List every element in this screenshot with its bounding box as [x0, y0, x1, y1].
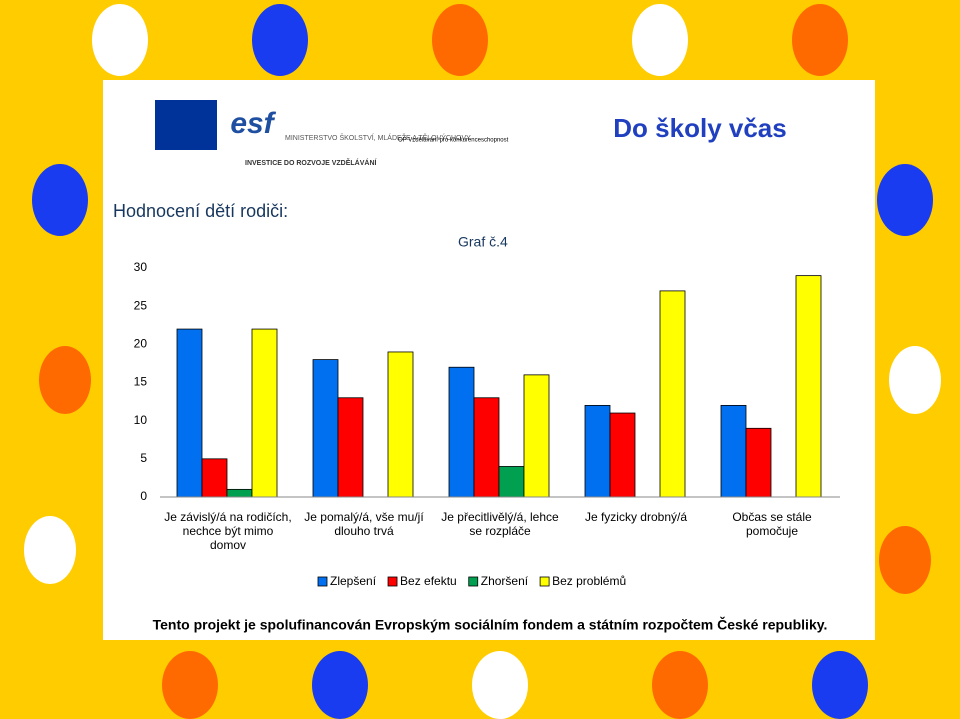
bar [659, 290, 686, 498]
bar [584, 404, 611, 498]
x-tick-label: Je pomalý/á, vše mu/jí dlouho trvá [304, 510, 424, 538]
bar [745, 427, 772, 498]
x-tick-label: Je závislý/á na rodičích, nechce být mim… [164, 510, 292, 552]
logo-text: MINISTERSTVO ŠKOLSTVÍ, MLÁDEŽE A TĚLOVÝC… [285, 133, 471, 142]
legend-swatch [387, 576, 398, 587]
bar [795, 275, 822, 498]
chart-title: Hodnocení dětí rodiči: [113, 201, 288, 221]
bar [523, 374, 550, 498]
y-tick-label: 15 [134, 375, 148, 389]
x-tick-label: Je fyzicky drobný/á [584, 510, 688, 524]
x-tick-label: Je přecitlivělý/á, lehce se rozpláče [441, 510, 559, 538]
eu-flag [155, 100, 217, 150]
logo-text: Do školy včas [613, 113, 786, 143]
annotation: Graf č.4 [458, 234, 508, 250]
bar [312, 359, 339, 498]
bar [473, 397, 500, 498]
legend-label: Zlepšení [330, 574, 377, 588]
legend-swatch [468, 576, 479, 587]
bar [226, 488, 253, 498]
bar [176, 328, 203, 498]
panel [103, 80, 875, 640]
logo-text: EVROPSKÁ UNIE [157, 141, 215, 150]
bar [498, 466, 525, 498]
legend-label: Zhoršení [481, 574, 529, 588]
y-tick-label: 20 [134, 337, 148, 351]
logo-text: INVESTICE DO ROZVOJE VZDĚLÁVÁNÍ [245, 158, 378, 167]
y-tick-label: 10 [134, 413, 148, 427]
bar [201, 458, 228, 498]
y-tick-label: 5 [140, 451, 147, 465]
x-tick-label: Občas se stále pomočuje [732, 510, 812, 538]
bar [609, 412, 636, 498]
logo-text: OP Vzdělávání pro konkurenceschopnost [398, 138, 509, 144]
y-tick-label: 25 [134, 298, 148, 312]
bar [720, 404, 747, 498]
bar [448, 366, 475, 498]
footer: Tento projekt je spolufinancován Evropsk… [153, 616, 828, 633]
y-tick-label: 0 [140, 489, 147, 503]
bar [387, 351, 414, 498]
decoration [24, 4, 941, 719]
logo-text: esf [230, 107, 276, 140]
bar [337, 397, 364, 498]
legend-label: Bez efektu [400, 574, 457, 588]
legend-swatch [539, 576, 550, 587]
legend-swatch [317, 576, 328, 587]
bar [251, 328, 278, 498]
y-tick-label: 30 [134, 260, 148, 274]
legend-label: Bez problémů [552, 574, 626, 588]
